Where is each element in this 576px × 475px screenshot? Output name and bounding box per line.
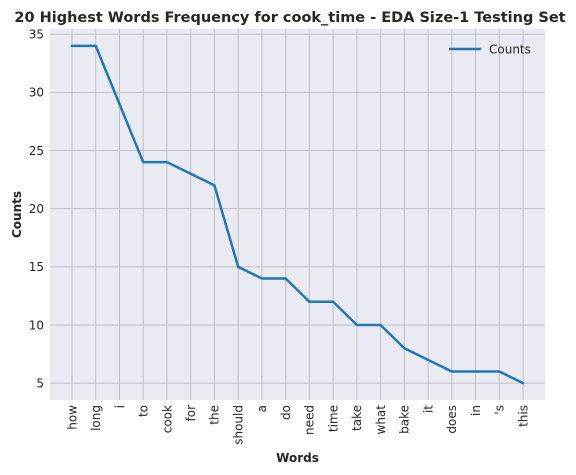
series-layer (70, 44, 525, 385)
plot-area (50, 29, 545, 400)
grid-lines (50, 29, 545, 400)
y-tick-label-30: 30 (29, 86, 44, 100)
x-tick-label-take: take (350, 405, 364, 431)
x-tick-label-a: a (255, 405, 269, 412)
y-tick-label-35: 35 (29, 28, 44, 42)
y-tick-label-25: 25 (29, 144, 44, 158)
x-tick-label-bake: bake (398, 405, 412, 434)
y-axis-label: Counts (10, 191, 24, 238)
data-point-this (522, 382, 524, 384)
x-tick-label-cook: cook (160, 405, 174, 433)
chart-title: 20 Highest Words Frequency for cook_time… (14, 10, 565, 26)
x-axis-ticks: how long i to cook for the should a do need time tak… (65, 405, 530, 445)
y-tick-label-20: 20 (29, 202, 44, 216)
x-tick-label-do: do (279, 405, 293, 420)
y-axis-ticks: 5 10 15 20 25 30 35 (29, 28, 44, 391)
x-tick-label-how: how (65, 405, 79, 430)
x-tick-label-i: i (113, 405, 127, 408)
x-tick-label-long: long (89, 405, 103, 431)
data-point-cook (166, 161, 168, 163)
x-tick-label-should: should (231, 405, 245, 445)
data-point-the (213, 184, 215, 186)
data-point-for (190, 173, 192, 175)
x-tick-label-this: this (516, 405, 530, 427)
x-tick-label-'s: 's (493, 405, 507, 415)
x-tick-label-time: time (326, 405, 340, 432)
y-tick-label-5: 5 (36, 376, 44, 390)
data-point-should (237, 266, 239, 268)
x-tick-label-the: the (208, 405, 222, 425)
x-tick-label-need: need (303, 405, 317, 435)
data-point-need (308, 301, 310, 303)
x-tick-label-it: it (421, 405, 435, 413)
data-point-'s (498, 370, 500, 372)
data-point-take (356, 324, 358, 326)
x-axis-label: Words (276, 451, 319, 465)
data-point-does (451, 370, 453, 372)
x-tick-label-what: what (374, 405, 388, 435)
data-point-time (332, 301, 334, 303)
data-point-it (427, 359, 429, 361)
data-point-to (142, 161, 144, 163)
y-tick-label-10: 10 (29, 318, 44, 332)
data-point-bake (403, 347, 405, 349)
data-point-in (474, 370, 476, 372)
data-point-do (284, 277, 286, 279)
y-tick-label-15: 15 (29, 260, 44, 274)
series-line-counts (70, 44, 525, 385)
x-tick-label-to: to (137, 405, 151, 417)
x-tick-label-in: in (469, 405, 483, 416)
data-point-a (261, 277, 263, 279)
legend: Counts (449, 43, 531, 57)
data-point-how (71, 45, 73, 47)
data-point-long (95, 45, 97, 47)
legend-label-counts: Counts (489, 43, 531, 57)
data-point-what (379, 324, 381, 326)
x-tick-label-for: for (184, 405, 198, 422)
x-tick-label-does: does (445, 405, 459, 434)
data-point-i (118, 103, 120, 105)
